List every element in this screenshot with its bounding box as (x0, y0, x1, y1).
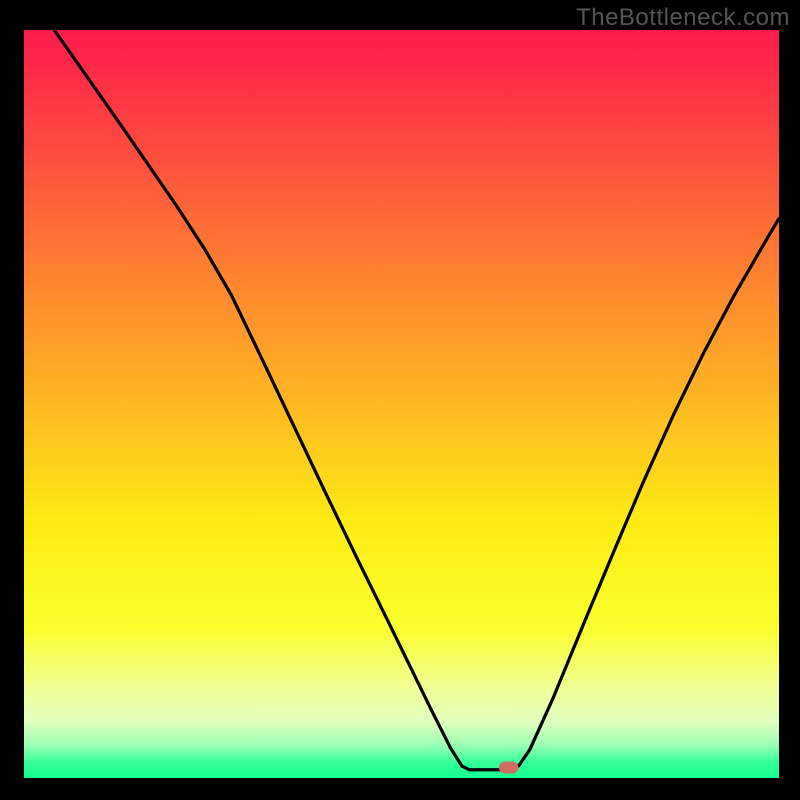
plot-area (24, 30, 779, 778)
optimal-marker (499, 762, 519, 774)
bottleneck-curve (54, 30, 779, 770)
chart-frame: TheBottleneck.com (0, 0, 800, 800)
curve-layer (24, 30, 779, 778)
watermark-text: TheBottleneck.com (576, 4, 790, 32)
